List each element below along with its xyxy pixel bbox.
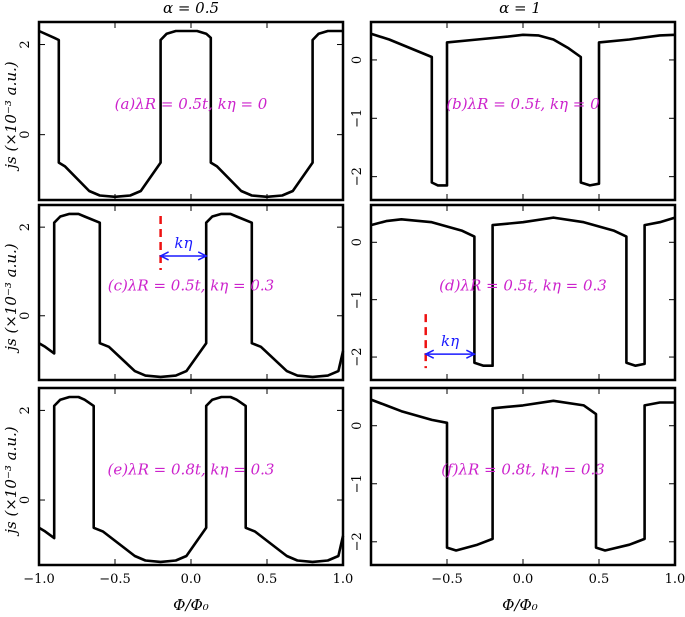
series-line bbox=[370, 398, 675, 552]
panel-annotation: (e)λR = 0.8t, kη = 0.3 bbox=[108, 461, 275, 479]
series-line bbox=[38, 29, 343, 199]
panel-1: 2 0 (a)λR = 0.5t, kη = 0 bbox=[18, 20, 345, 202]
ylabel-row-2: js (×10⁻³ a.u.) bbox=[2, 243, 20, 353]
y-tick-label: 0 bbox=[18, 312, 33, 320]
y-tick-label: 0 bbox=[18, 131, 33, 139]
series-line bbox=[38, 395, 345, 564]
x-tick-label: 0.0 bbox=[513, 572, 534, 587]
panel-frame bbox=[37, 386, 345, 567]
y-tick-label: −2 bbox=[350, 532, 365, 551]
x-tick-label: −0.5 bbox=[431, 572, 463, 587]
panel-5: 2 0 −1.0 −0.5 0.0 0.5 1.0 (e)λR = 0.8t, kη = 0.… bbox=[18, 386, 354, 587]
k-eta-arrowhead-right bbox=[197, 251, 208, 261]
k-eta-arrowhead-left bbox=[158, 251, 169, 261]
k-eta-arrowhead-left bbox=[424, 349, 435, 359]
ylabel-row-1: js (×10⁻³ a.u.) bbox=[2, 61, 20, 171]
column-title-alpha-0.5: α = 0.5 bbox=[163, 0, 219, 17]
y-tick-label: 2 bbox=[18, 223, 33, 231]
x-tick-label: 0.5 bbox=[589, 572, 610, 587]
series-line bbox=[370, 216, 676, 367]
panel-annotation: (c)λR = 0.5t, kη = 0.3 bbox=[108, 277, 274, 295]
panel-frame bbox=[37, 20, 345, 202]
k-eta-arrowhead-right bbox=[466, 349, 477, 359]
k-eta-label: kη bbox=[174, 234, 192, 252]
panel-frame bbox=[37, 203, 345, 382]
x-tick-label: 1.0 bbox=[333, 572, 354, 587]
x-tick-label: 0.0 bbox=[181, 572, 202, 587]
y-tick-label: −2 bbox=[350, 167, 365, 186]
y-tick-label: 0 bbox=[350, 238, 365, 246]
panel-4: 0 −1 −2 (d)λR = 0.5t, kη = 0.3 kη bbox=[350, 203, 677, 382]
x-tick-label: −1.0 bbox=[23, 572, 55, 587]
y-tick-label: 2 bbox=[18, 406, 33, 414]
panel-annotation: (f)λR = 0.8t, kη = 0.3 bbox=[441, 461, 605, 479]
panels-group: 2 0 (a)λR = 0.5t, kη = 0 0 −1 −2 (b)λR = 0.5t,… bbox=[18, 20, 685, 587]
ylabel-row-3: js (×10⁻³ a.u.) bbox=[2, 426, 20, 536]
xlabel-right: Φ/Φ₀ bbox=[502, 596, 538, 614]
panel-frame bbox=[369, 203, 677, 382]
panel-2: 0 −1 −2 (b)λR = 0.5t, kη = 0 bbox=[350, 20, 677, 202]
y-tick-label: −1 bbox=[350, 290, 365, 309]
panel-3: 2 0 (c)λR = 0.5t, kη = 0.3 kη bbox=[18, 203, 345, 382]
k-eta-label: kη bbox=[441, 332, 459, 350]
panel-frame bbox=[369, 20, 677, 202]
panel-annotation: (b)λR = 0.5t, kη = 0 bbox=[446, 95, 600, 113]
column-title-alpha-1: α = 1 bbox=[499, 0, 541, 17]
panel-6: 0 −1 −2 −0.5 0.0 0.5 1.0 (f)λR = 0.8t, kη = 0.3 bbox=[350, 386, 685, 587]
x-tick-label: −0.5 bbox=[99, 572, 131, 587]
y-tick-label: −2 bbox=[350, 347, 365, 366]
series-line bbox=[370, 32, 676, 187]
xlabel-left: Φ/Φ₀ bbox=[173, 596, 209, 614]
x-tick-label: 0.5 bbox=[257, 572, 278, 587]
y-tick-label: −1 bbox=[350, 109, 365, 128]
y-tick-label: 0 bbox=[350, 56, 365, 64]
y-tick-label: −1 bbox=[350, 474, 365, 493]
y-tick-label: 2 bbox=[18, 40, 33, 48]
x-tick-label: 1.0 bbox=[665, 572, 685, 587]
series-line bbox=[38, 212, 345, 379]
panel-annotation: (a)λR = 0.5t, kη = 0 bbox=[115, 95, 268, 113]
panel-annotation: (d)λR = 0.5t, kη = 0.3 bbox=[439, 277, 607, 295]
y-tick-label: 0 bbox=[350, 422, 365, 430]
y-tick-label: 0 bbox=[18, 496, 33, 504]
panel-frame bbox=[369, 386, 677, 567]
